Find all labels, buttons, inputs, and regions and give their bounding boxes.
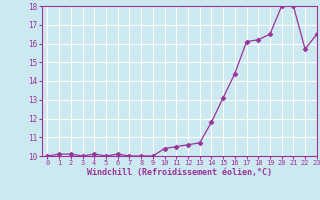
X-axis label: Windchill (Refroidissement éolien,°C): Windchill (Refroidissement éolien,°C) bbox=[87, 168, 272, 177]
